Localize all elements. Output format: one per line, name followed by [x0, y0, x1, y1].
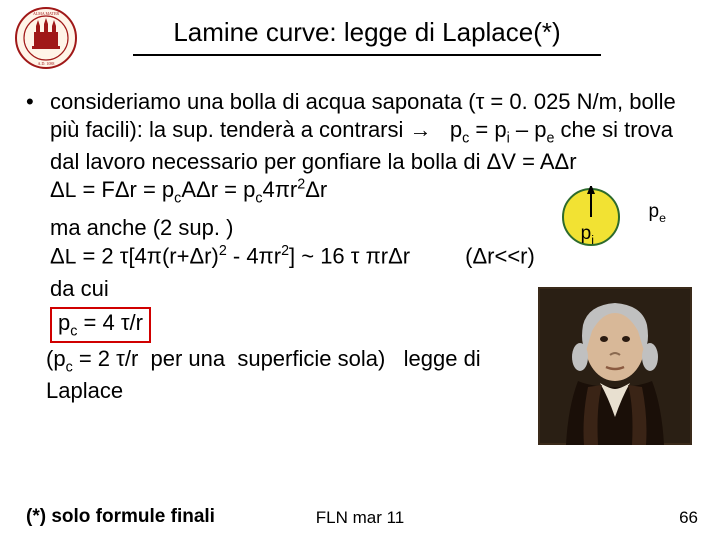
footnote: (*) solo formule finali: [26, 506, 215, 528]
laplace-law-text: (pc = 2 τ/r per una superficie sola) leg…: [46, 345, 538, 405]
footer-center: FLN mar 11: [316, 508, 405, 528]
pe-label: pe: [649, 200, 666, 227]
page-title: Lamine curve: legge di Laplace(*): [133, 17, 600, 56]
boxed-formula: pc = 4 τ/r: [50, 307, 151, 343]
pi-label: pi: [581, 222, 594, 249]
laplace-portrait-icon: [538, 287, 692, 445]
svg-text:ALMA MATER: ALMA MATER: [33, 11, 59, 16]
svg-text:A.D. 1088: A.D. 1088: [38, 61, 55, 66]
university-seal-icon: ALMA MATER A.D. 1088: [14, 6, 78, 70]
bullet-icon: •: [26, 88, 50, 208]
page-number: 66: [679, 508, 698, 528]
sub-block-2: da cui: [50, 276, 109, 301]
